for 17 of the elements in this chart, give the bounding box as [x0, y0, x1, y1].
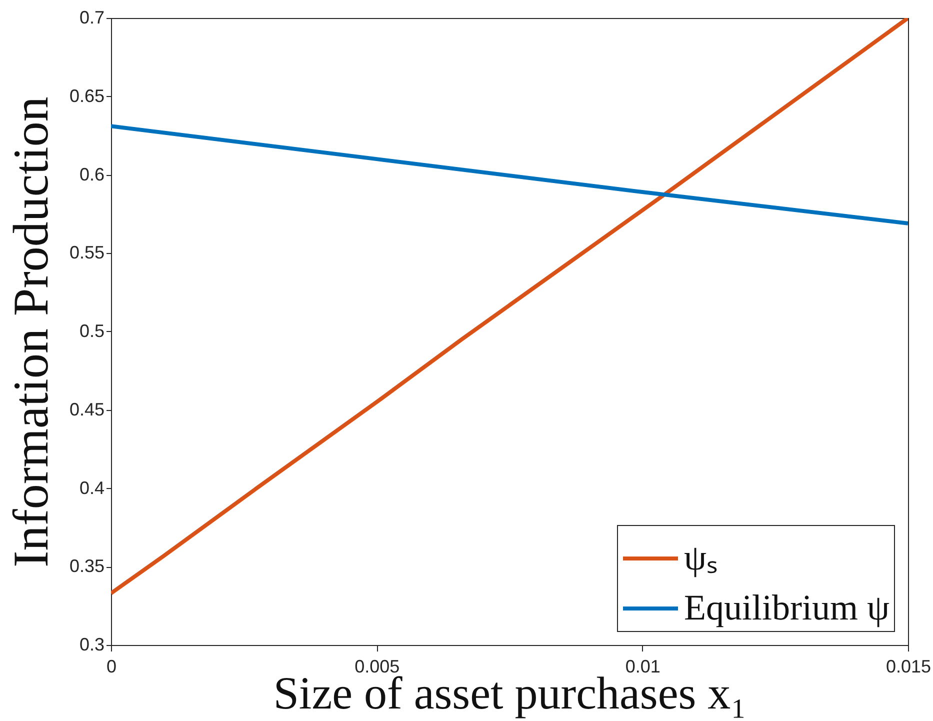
y-axis-title: Information Production — [2, 96, 58, 568]
x-tick-label: 0.01 — [625, 656, 660, 676]
y-tick-label: 0.3 — [79, 634, 104, 654]
y-tick-label: 0.6 — [79, 164, 104, 184]
y-tick-label: 0.65 — [69, 86, 104, 106]
x-tick-label: 0.015 — [886, 656, 932, 676]
legend-label: Equilibrium ψ — [684, 588, 890, 628]
y-tick-label: 0.5 — [79, 321, 104, 341]
line-series — [111, 18, 908, 596]
y-tick-label: 0.35 — [69, 556, 104, 576]
y-tick-label: 0.45 — [69, 399, 104, 420]
y-tick-label: 0.4 — [79, 478, 104, 498]
line-series — [111, 124, 908, 226]
legend-label: ψₛ — [684, 538, 718, 578]
y-tick-label: 0.7 — [79, 8, 104, 28]
x-tick-label: 0 — [106, 656, 117, 676]
y-tick-label: 0.55 — [69, 242, 104, 263]
